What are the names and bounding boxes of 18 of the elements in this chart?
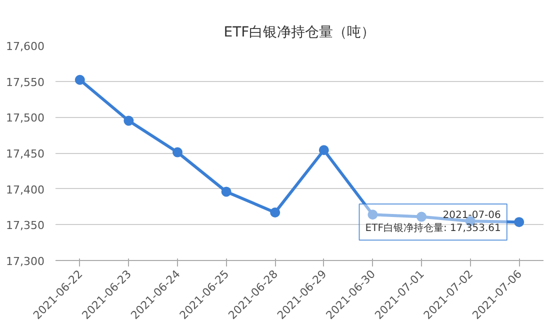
y-tick-label: 17,300: [6, 255, 45, 268]
y-tick-label: 17,350: [6, 219, 45, 232]
point: [270, 207, 280, 218]
point: [124, 116, 134, 126]
annotation: 2021-07-06 ETF白银净持仓量: 17,353.61: [365, 210, 501, 234]
y-tick-label: 17,400: [6, 183, 45, 196]
y-tick-label: 17,600: [6, 40, 45, 53]
y-tick-label: 17,450: [6, 148, 45, 160]
point: [368, 210, 378, 220]
point: [416, 212, 426, 222]
y-tick-label: 17,550: [6, 76, 45, 89]
point: [514, 217, 524, 228]
point: [172, 147, 182, 158]
point: [74, 74, 85, 85]
point: [221, 186, 232, 197]
point: [318, 145, 329, 156]
y-tick-label: 17,500: [6, 112, 45, 125]
chart-title: ETF白银净持仓量（吨）: [224, 24, 376, 40]
